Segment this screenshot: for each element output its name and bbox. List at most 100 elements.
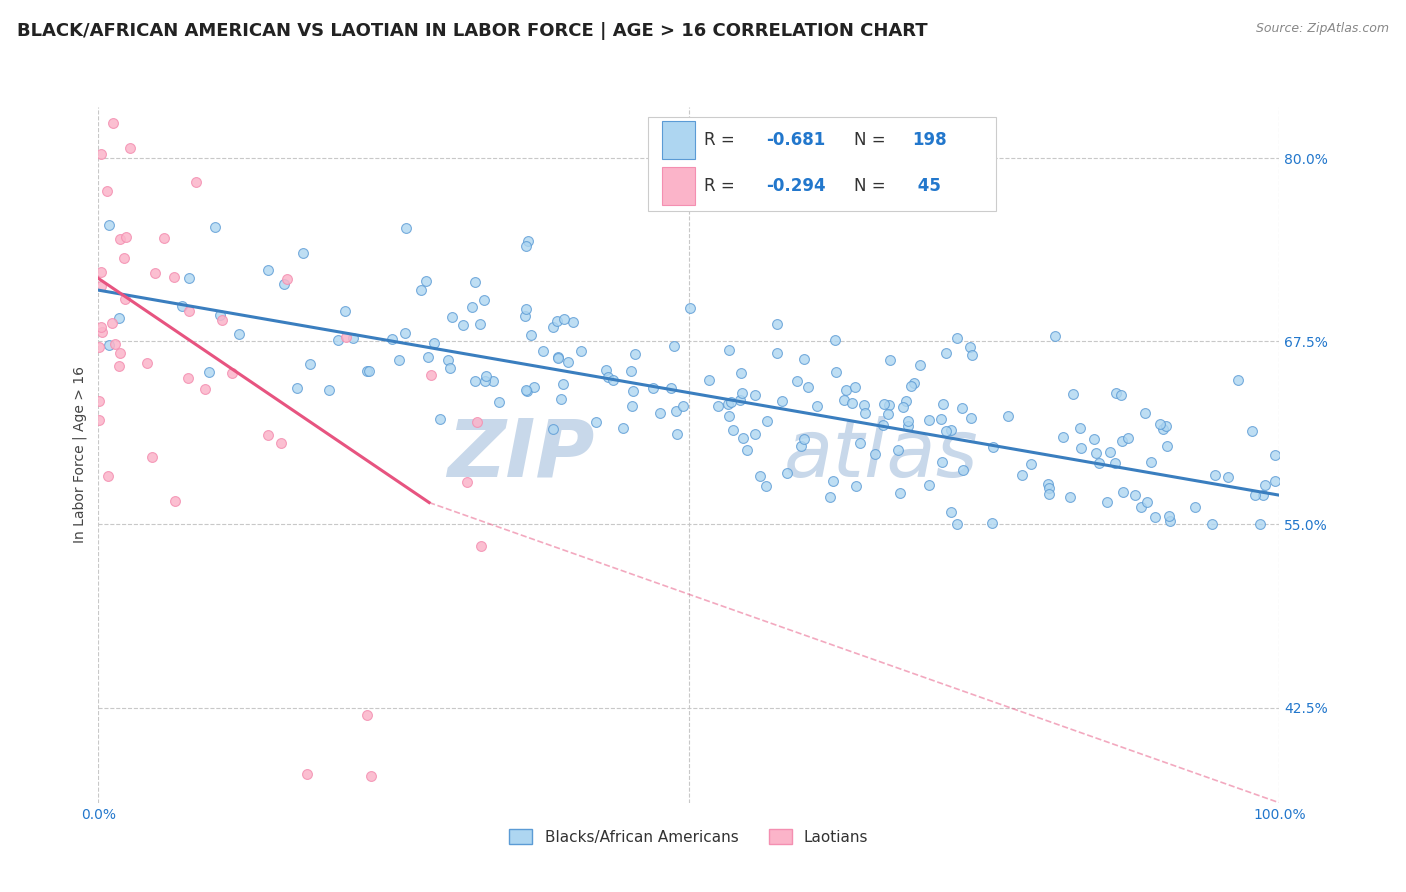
Point — [735, 442, 758, 457]
Point — [103, 336, 125, 351]
Point — [117, 93, 139, 107]
Point — [257, 427, 280, 442]
Point — [766, 346, 789, 360]
Point — [114, 292, 136, 306]
Point — [730, 366, 752, 380]
Text: -0.681: -0.681 — [766, 131, 825, 149]
Point — [897, 414, 920, 428]
Point — [1152, 422, 1174, 436]
Point — [1038, 487, 1060, 501]
Point — [276, 272, 298, 286]
Point — [143, 266, 166, 280]
Point — [112, 251, 135, 265]
Point — [585, 416, 607, 430]
Point — [1227, 373, 1250, 387]
Point — [419, 368, 441, 383]
Point — [821, 474, 844, 488]
Point — [939, 505, 962, 519]
Point — [96, 184, 118, 198]
Point — [877, 407, 900, 421]
Point — [1156, 419, 1178, 434]
Point — [959, 340, 981, 354]
Point — [620, 364, 643, 378]
Point — [1112, 485, 1135, 500]
Point — [515, 239, 537, 253]
Point — [730, 386, 752, 401]
Point — [918, 478, 941, 492]
Point — [661, 381, 683, 395]
Point — [1098, 445, 1121, 459]
Point — [101, 316, 124, 330]
Point — [550, 392, 572, 406]
Text: N =: N = — [855, 177, 891, 194]
Point — [451, 318, 474, 332]
Point — [835, 384, 858, 398]
Point — [474, 375, 496, 389]
Point — [456, 475, 478, 489]
Point — [793, 351, 815, 366]
Point — [889, 485, 911, 500]
Point — [292, 246, 315, 260]
Point — [1133, 406, 1156, 420]
Point — [513, 309, 536, 323]
Point — [515, 301, 537, 316]
Point — [1052, 430, 1074, 444]
Point — [931, 454, 953, 468]
Point — [1264, 475, 1286, 489]
Point — [488, 394, 510, 409]
Point — [720, 394, 742, 409]
Point — [546, 314, 568, 328]
Point — [946, 517, 969, 532]
Point — [706, 399, 728, 413]
Point — [107, 310, 129, 325]
Point — [551, 376, 574, 391]
Point — [531, 344, 554, 359]
Point — [728, 393, 751, 408]
Point — [163, 494, 186, 508]
Point — [1021, 457, 1043, 471]
Point — [852, 398, 875, 412]
Point — [470, 539, 492, 553]
Point — [1184, 500, 1206, 515]
Point — [897, 419, 920, 434]
Point — [1136, 494, 1159, 508]
Point — [211, 313, 233, 327]
Point — [877, 398, 900, 412]
Point — [1011, 467, 1033, 482]
Point — [818, 490, 841, 504]
Point — [356, 364, 378, 378]
Point — [464, 275, 486, 289]
Point — [1088, 456, 1111, 470]
Point — [136, 356, 159, 370]
Point — [110, 232, 132, 246]
Point — [786, 374, 808, 388]
Point — [547, 351, 569, 365]
Point — [879, 352, 901, 367]
Point — [541, 320, 564, 334]
Point — [409, 284, 432, 298]
Point — [931, 396, 953, 410]
Point — [872, 418, 894, 433]
Point — [1264, 449, 1286, 463]
Point — [665, 404, 688, 418]
Point — [873, 397, 896, 411]
Point — [721, 423, 744, 437]
Point — [946, 331, 969, 345]
Point — [960, 411, 983, 425]
Text: BLACK/AFRICAN AMERICAN VS LAOTIAN IN LABOR FORCE | AGE > 16 CORRELATION CHART: BLACK/AFRICAN AMERICAN VS LAOTIAN IN LAB… — [17, 22, 928, 40]
Point — [257, 262, 280, 277]
Point — [141, 450, 163, 464]
Point — [1116, 432, 1139, 446]
Point — [273, 277, 295, 291]
Point — [515, 384, 537, 398]
Point — [1129, 500, 1152, 514]
Point — [844, 379, 866, 393]
Point — [90, 147, 112, 161]
Point — [941, 424, 963, 438]
Point — [1159, 514, 1181, 528]
Point — [298, 357, 321, 371]
Point — [748, 469, 770, 483]
Point — [543, 422, 565, 436]
Point — [118, 141, 141, 155]
Point — [101, 116, 124, 130]
